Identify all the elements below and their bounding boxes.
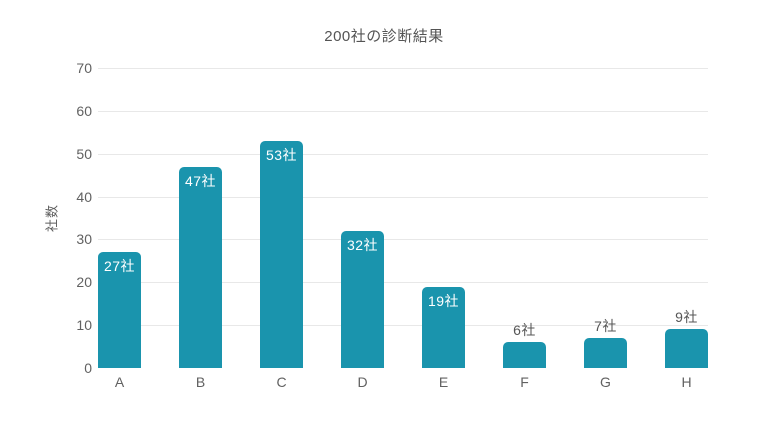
bar <box>341 230 384 368</box>
y-axis-title: 社数 <box>44 203 60 233</box>
x-axis-label: D <box>357 374 368 390</box>
gridline <box>98 239 708 241</box>
gridline <box>98 153 708 155</box>
bar-value-label: 7社 <box>594 318 617 334</box>
x-axis-label: G <box>600 374 611 390</box>
bar-value-label: 19社 <box>427 292 460 309</box>
bar <box>179 166 222 368</box>
bar <box>665 329 708 368</box>
bar-value-label: 6社 <box>513 322 536 339</box>
bar <box>260 140 303 368</box>
gridline <box>98 68 708 69</box>
bar-value-label: 32社 <box>346 236 379 253</box>
plot-area <box>98 68 708 368</box>
x-axis-label: B <box>195 374 206 390</box>
x-axis-label: H <box>681 374 692 390</box>
bar-value-label: 27社 <box>103 258 136 275</box>
bar-value-label: 9社 <box>675 309 698 326</box>
y-tick-label: 20 <box>76 274 92 291</box>
bar-value-label: 53社 <box>265 146 298 163</box>
x-axis-label: C <box>276 374 287 390</box>
y-tick-label: 30 <box>76 231 92 248</box>
y-tick-label: 60 <box>76 102 92 119</box>
gridline <box>98 282 708 284</box>
x-axis-label: F <box>520 374 529 390</box>
gridline <box>98 325 708 327</box>
gridline <box>98 196 708 198</box>
x-axis-label: A <box>114 374 125 390</box>
y-tick-label: 10 <box>76 317 92 334</box>
x-axis-label: E <box>438 374 449 390</box>
y-tick-label: 0 <box>84 360 92 376</box>
bar <box>503 342 546 368</box>
y-tick-label: 70 <box>76 60 92 76</box>
bar <box>584 338 627 368</box>
gridline <box>98 110 708 112</box>
bar <box>422 286 465 368</box>
chart-title: 200社の診断結果 <box>324 28 444 45</box>
y-tick-label: 50 <box>76 145 92 162</box>
bar-value-label: 47社 <box>184 172 217 189</box>
y-tick-label: 40 <box>76 188 92 205</box>
bar <box>98 252 141 368</box>
